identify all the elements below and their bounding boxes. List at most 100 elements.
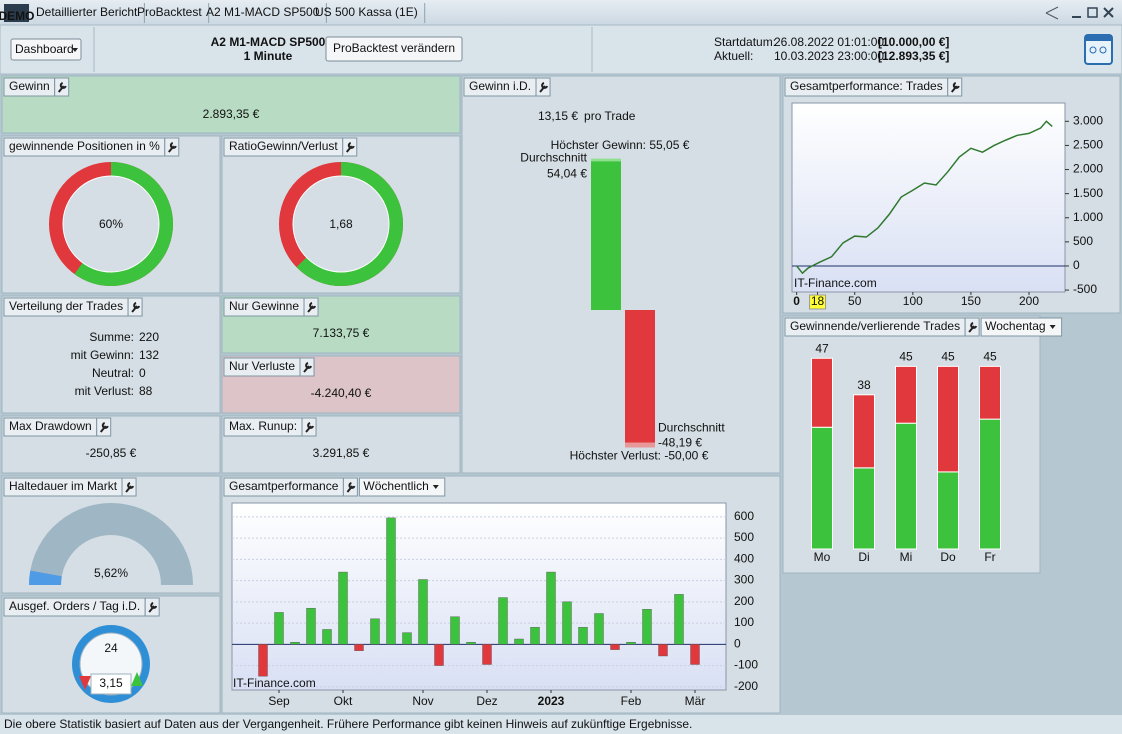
period-dropdown[interactable] — [980, 317, 1063, 337]
panel-title: Max. Runup: — [229, 419, 297, 433]
x-tick-label: 150 — [961, 294, 981, 308]
tab[interactable]: US 500 Kassa (1E) — [315, 5, 418, 19]
start-date: 26.08.2022 01:01:00 — [774, 35, 884, 49]
bar — [594, 613, 604, 645]
orders-box — [90, 673, 132, 695]
y-tick-label: 2.500 — [1073, 138, 1103, 152]
period-dropdown[interactable] — [358, 477, 446, 497]
x-tick-label: 50 — [848, 294, 862, 308]
stacked-bar-segment — [937, 471, 959, 550]
start-capital: [10.000,00 €] — [878, 35, 949, 49]
wrench-icon — [168, 142, 177, 153]
bar — [274, 612, 284, 645]
bar — [434, 644, 444, 666]
bar — [466, 641, 476, 645]
watermark: IT-Finance.com — [233, 676, 316, 690]
panel-title: Gesamtperformance: Trades — [790, 79, 943, 93]
performance-line — [796, 120, 1053, 275]
bar — [626, 641, 636, 645]
modify-button-label: ProBacktest verändern — [333, 41, 455, 55]
x-tick-label: 18 — [811, 294, 825, 308]
total-label: 47 — [815, 341, 829, 355]
bar — [642, 609, 652, 645]
x-tick-label: Di — [858, 550, 869, 564]
x-tick-label: 2023 — [538, 694, 565, 708]
bar — [610, 644, 620, 650]
wrench-icon — [950, 82, 960, 93]
wrench-icon — [345, 142, 355, 153]
avg-loss-bar — [625, 310, 655, 443]
gains-value: 7.133,75 € — [313, 326, 370, 340]
y-tick-label: 0 — [734, 636, 741, 650]
bar — [450, 616, 460, 645]
x-tick-label: Okt — [334, 694, 353, 708]
logo-text: DEMO — [0, 9, 35, 23]
close-icon[interactable] — [1103, 7, 1114, 18]
gauge-label: 5,62% — [94, 566, 128, 580]
max-gain-label: Höchster Gewinn: 55,05 € — [551, 138, 690, 152]
stacked-bar-segment — [853, 394, 875, 469]
donut-value: 60% — [99, 217, 123, 231]
tab[interactable]: ProBacktest — [137, 5, 202, 19]
losses-value: -4.240,40 € — [311, 386, 372, 400]
y-tick-label: 3.000 — [1073, 113, 1103, 127]
share-icon[interactable] — [1045, 6, 1059, 20]
current-capital: [12.893,35 €] — [878, 49, 949, 63]
y-tick-label: 500 — [734, 530, 754, 544]
report-icon-dot — [1099, 46, 1107, 54]
dashboard-label: Dashboard — [15, 42, 74, 56]
wrench-icon — [125, 482, 135, 493]
report-icon-bar — [1085, 35, 1112, 41]
period-dropdown-label: Wochentag — [985, 319, 1046, 333]
y-tick-label: 2.000 — [1073, 162, 1103, 176]
bar — [418, 579, 428, 645]
wrench-icon — [303, 362, 313, 373]
bar — [498, 597, 508, 645]
title-bar — [0, 0, 1122, 25]
bar — [690, 644, 700, 665]
bar — [514, 638, 524, 645]
panel-title: Verteilung der Trades — [9, 299, 123, 313]
donut-value: 1,68 — [329, 217, 353, 231]
panel-title: RatioGewinn/Verlust — [229, 139, 338, 153]
report-icon-dot — [1089, 46, 1097, 54]
clock-label: 24 — [104, 641, 118, 655]
timeframe: 1 Minute — [244, 49, 293, 63]
bar — [258, 644, 268, 677]
modify-button[interactable] — [325, 36, 463, 62]
wrench-icon — [968, 322, 978, 333]
stacked-bar-segment — [853, 467, 875, 550]
tab[interactable]: Detaillierter Bericht — [36, 5, 138, 19]
y-tick-label: 600 — [734, 509, 754, 523]
panel-title: Gesamtperformance — [229, 479, 339, 493]
y-tick-label: 0 — [1073, 258, 1080, 272]
total-label: 45 — [941, 350, 955, 364]
y-tick-label: 500 — [1073, 234, 1093, 248]
gauge-value — [29, 570, 62, 585]
plot-area — [791, 102, 1066, 293]
bar — [306, 607, 316, 645]
toolbar — [0, 24, 1122, 75]
wrench-icon — [99, 422, 109, 433]
donut-separator — [62, 175, 160, 273]
dropdown-arrow — [72, 48, 78, 52]
wrench-icon — [307, 302, 317, 313]
stacked-bar-segment — [811, 357, 833, 428]
panel-title: Gewinn i.D. — [469, 79, 531, 93]
gauge-track — [29, 503, 193, 585]
distribution-value: 220 — [139, 330, 159, 344]
y-tick-label: 1.000 — [1073, 210, 1103, 224]
y-tick-label: -200 — [734, 679, 758, 693]
wrench-icon — [131, 302, 141, 313]
distribution-label: mit Verlust: — [75, 384, 134, 398]
dashboard-dropdown[interactable] — [10, 38, 82, 61]
x-tick-label: Fr — [984, 550, 995, 564]
donut-arc — [49, 162, 173, 286]
distribution-value: 132 — [139, 348, 159, 362]
maximize-icon[interactable] — [1087, 7, 1098, 18]
tab[interactable]: A2 M1-MACD SP500 — [206, 5, 320, 19]
stacked-bar-segment — [811, 426, 833, 550]
stacked-bar-segment — [937, 365, 959, 473]
wrench-icon — [539, 82, 549, 93]
